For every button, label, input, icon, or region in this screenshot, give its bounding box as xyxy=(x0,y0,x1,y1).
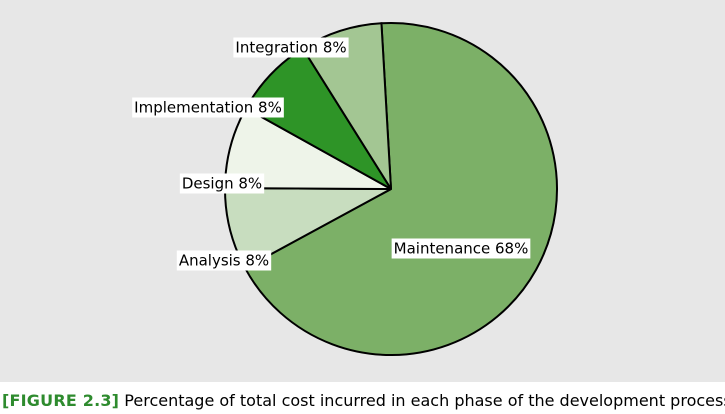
slice-label-group-0: Maintenance 68% xyxy=(391,238,531,259)
slice-label-group-1: Analysis 8% xyxy=(176,250,272,271)
slice-label-4: Integration 8% xyxy=(235,39,346,57)
slice-label-group-4: Integration 8% xyxy=(233,37,349,58)
slice-label-1: Analysis 8% xyxy=(179,252,269,270)
slice-label-bg-2 xyxy=(179,173,265,194)
slice-label-bg-4 xyxy=(233,37,349,58)
chart-panel: Maintenance 68% Analysis 8% Design 8% Imple… xyxy=(0,0,725,382)
slice-label-3: Implementation 8% xyxy=(134,99,282,117)
slice-label-bg-0 xyxy=(391,238,531,259)
slice-label-bg-3 xyxy=(132,97,284,118)
pie-chart: Maintenance 68% Analysis 8% Design 8% Imple… xyxy=(132,22,558,356)
slice-label-group-2: Design 8% xyxy=(179,173,265,194)
slice-label-group-3: Implementation 8% xyxy=(132,97,284,118)
slice-label-2: Design 8% xyxy=(182,175,262,193)
pie-slice-0 xyxy=(243,22,558,356)
figure-number: [FIGURE 2.3] xyxy=(2,391,120,410)
figure-caption: [FIGURE 2.3] Percentage of total cost in… xyxy=(2,391,725,410)
slice-label-0: Maintenance 68% xyxy=(394,240,529,258)
slice-label-bg-1 xyxy=(176,250,272,271)
caption-text: Percentage of total cost incurred in eac… xyxy=(124,391,725,410)
